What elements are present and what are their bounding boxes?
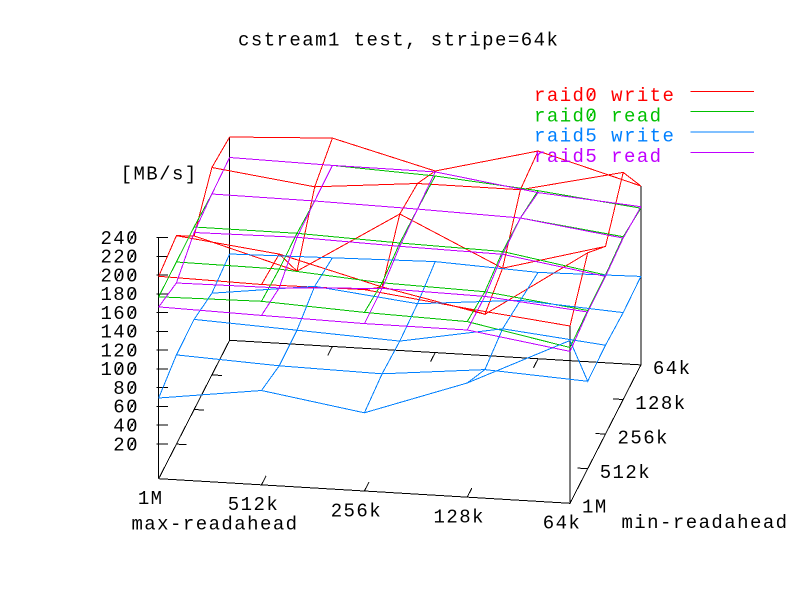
svg-text:40: 40 [113, 416, 139, 438]
svg-text:220: 220 [100, 247, 139, 269]
svg-text:100: 100 [100, 359, 139, 381]
svg-text:64k: 64k [543, 513, 582, 535]
svg-text:cstream1 test, stripe=64k: cstream1 test, stripe=64k [238, 30, 559, 52]
svg-text:512k: 512k [600, 462, 651, 484]
svg-text:256k: 256k [331, 500, 382, 522]
svg-text:240: 240 [100, 228, 139, 250]
svg-text:200: 200 [100, 265, 139, 287]
svg-text:60: 60 [113, 397, 139, 419]
svg-text:1M: 1M [582, 497, 608, 519]
svg-text:raid0 read: raid0 read [534, 105, 663, 127]
svg-text:max-readahead: max-readahead [131, 514, 298, 536]
svg-text:min-readahead: min-readahead [621, 512, 788, 534]
svg-text:140: 140 [100, 322, 139, 344]
svg-text:128k: 128k [433, 506, 484, 528]
svg-text:raid5 read: raid5 read [534, 146, 663, 168]
svg-text:raid0 write: raid0 write [534, 85, 675, 107]
svg-text:160: 160 [100, 303, 139, 325]
svg-text:512k: 512k [228, 494, 279, 516]
svg-text:128k: 128k [635, 393, 686, 415]
svg-text:120: 120 [100, 340, 139, 362]
svg-text:[MB/s]: [MB/s] [121, 163, 198, 185]
svg-text:20: 20 [113, 434, 139, 456]
svg-text:80: 80 [113, 378, 139, 400]
svg-text:raid5 write: raid5 write [534, 126, 675, 148]
svg-text:1M: 1M [138, 488, 164, 510]
svg-text:256k: 256k [618, 427, 669, 449]
svg-text:180: 180 [100, 284, 139, 306]
svg-text:64k: 64k [653, 358, 692, 380]
